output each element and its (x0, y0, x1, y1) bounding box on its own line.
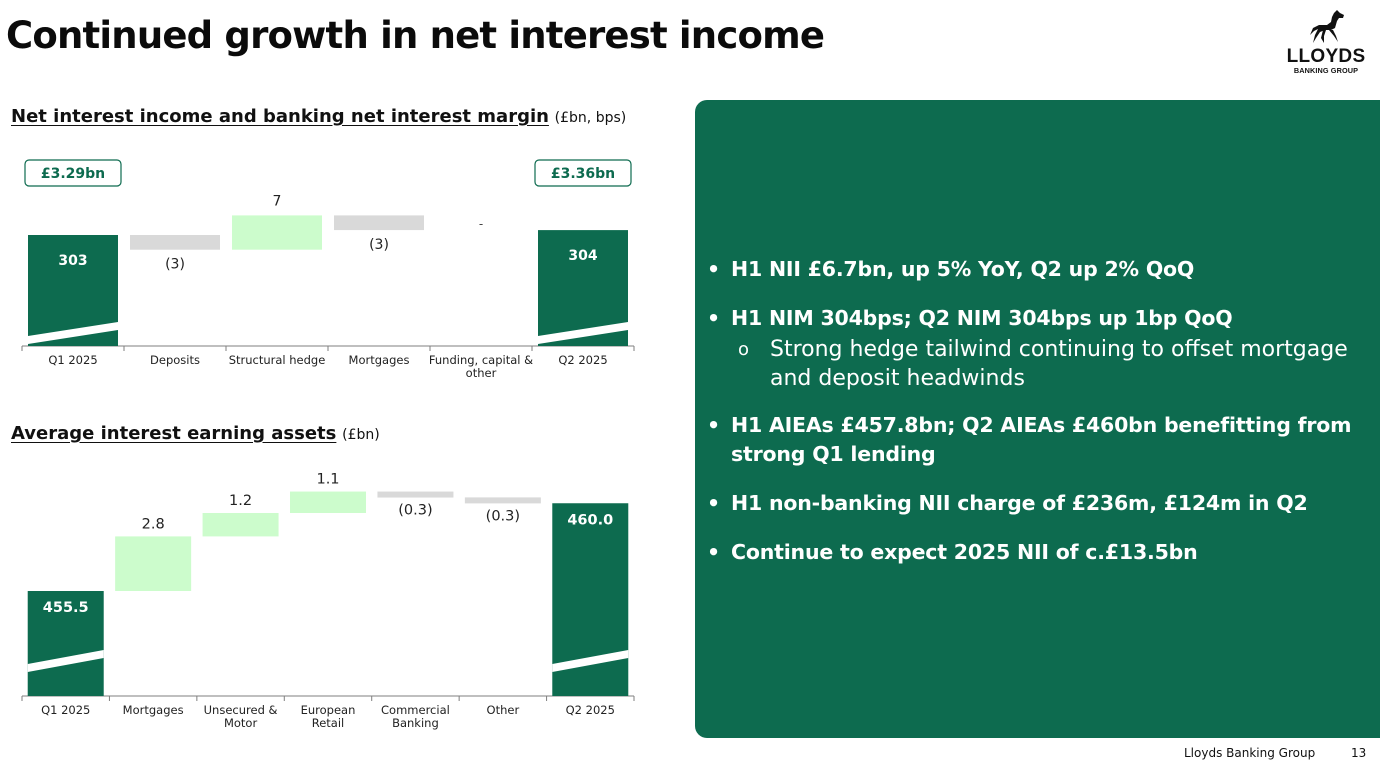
value-label: (0.3) (398, 503, 432, 519)
increase-bar (115, 536, 192, 591)
increase-bar (202, 513, 279, 537)
key-point: • H1 NIM 304bps; Q2 NIM 304bps up 1bp QoQ (707, 306, 1233, 330)
increase-bar (290, 491, 366, 513)
value-label: 303 (58, 253, 87, 269)
category-label: other (466, 366, 497, 380)
value-label: (3) (165, 257, 185, 273)
axis-break-mark (27, 650, 104, 672)
category-label: Motor (224, 716, 258, 730)
value-label: 1.1 (316, 472, 339, 488)
nii-chart-heading: Net interest income and banking net inte… (11, 106, 626, 127)
nii-waterfall-chart: 303 £3.29bn Q1 2025 (3) Deposits 7 Structural … (21, 159, 635, 380)
decrease-bar (130, 235, 220, 250)
axis-break-mark (538, 322, 628, 344)
category-label: Structural hedge (229, 353, 326, 367)
logo-subtitle: BANKING GROUP (1293, 66, 1359, 75)
category-label: Q1 2025 (48, 353, 97, 367)
value-label: 304 (568, 248, 597, 264)
axis-break-mark (28, 322, 118, 344)
value-label: 455.5 (43, 600, 89, 616)
value-label: 460.0 (567, 512, 613, 528)
value-label: - (479, 217, 483, 231)
aiea-chart-heading: Average interest earning assets (£bn) (11, 423, 380, 444)
aiea-chart-title: Average interest earning assets (11, 423, 337, 444)
category-label: Funding, capital & (429, 353, 533, 367)
value-label: 1.2 (229, 493, 252, 509)
key-points-panel: • H1 NII £6.7bn, up 5% YoY, Q2 up 2% QoQ … (695, 100, 1380, 738)
key-point: • H1 non-banking NII charge of £236m, £12… (707, 491, 1308, 515)
slide-title: Continued growth in net interest income (6, 14, 825, 57)
aiea-waterfall-chart: 455.5 Q1 2025 2.8 Mortgages 1.2 Unsecured &Mo… (21, 472, 635, 730)
total-callout-box (534, 159, 632, 187)
category-label: Q2 2025 (558, 353, 607, 367)
category-label: Commercial (381, 703, 450, 717)
category-label: Unsecured & (204, 703, 278, 717)
category-label: Mortgages (349, 353, 410, 367)
logo-wordmark: LLOYDS (1286, 46, 1366, 67)
category-label: Retail (312, 716, 345, 730)
category-label: Banking (392, 716, 439, 730)
total-callout-box (24, 159, 122, 187)
category-label: Q1 2025 (41, 703, 90, 717)
total-bar (27, 591, 104, 696)
key-points-list: • H1 NII £6.7bn, up 5% YoY, Q2 up 2% QoQ … (705, 255, 1365, 587)
decrease-bar (377, 491, 454, 498)
increase-bar (232, 215, 322, 250)
axis-break-mark (552, 650, 629, 672)
category-label: Deposits (150, 353, 200, 367)
category-label: Other (487, 703, 520, 717)
key-point: • H1 AIEAs £457.8bn; Q2 AIEAs £460bn bene… (707, 413, 1352, 466)
value-label: 7 (273, 193, 282, 209)
nii-chart-unit: (£bn, bps) (554, 110, 627, 126)
category-label: Q2 2025 (566, 703, 615, 717)
category-label: Mortgages (123, 703, 184, 717)
total-callout: £3.29bn (41, 166, 105, 182)
nii-chart-title: Net interest income and banking net inte… (11, 106, 549, 127)
key-point-sub: o Strong hedge tailwind continuing to off… (738, 337, 1348, 391)
black-horse-icon (1310, 10, 1344, 43)
decrease-bar (334, 215, 424, 231)
key-point: • H1 NII £6.7bn, up 5% YoY, Q2 up 2% QoQ (707, 257, 1195, 281)
value-label: 2.8 (142, 516, 165, 532)
page-number: 13 (1351, 746, 1367, 760)
footer-organisation: Lloyds Banking Group (1184, 746, 1316, 760)
aiea-chart-unit: (£bn) (342, 427, 380, 443)
category-label: European (301, 703, 356, 717)
value-label: (3) (369, 237, 389, 253)
decrease-bar (464, 497, 541, 504)
total-callout: £3.36bn (551, 166, 615, 182)
value-label: (0.3) (486, 508, 520, 524)
key-point: • Continue to expect 2025 NII of c.£13.5b… (707, 540, 1198, 564)
lloyds-logo: LLOYDS BANKING GROUP (1285, 8, 1367, 78)
